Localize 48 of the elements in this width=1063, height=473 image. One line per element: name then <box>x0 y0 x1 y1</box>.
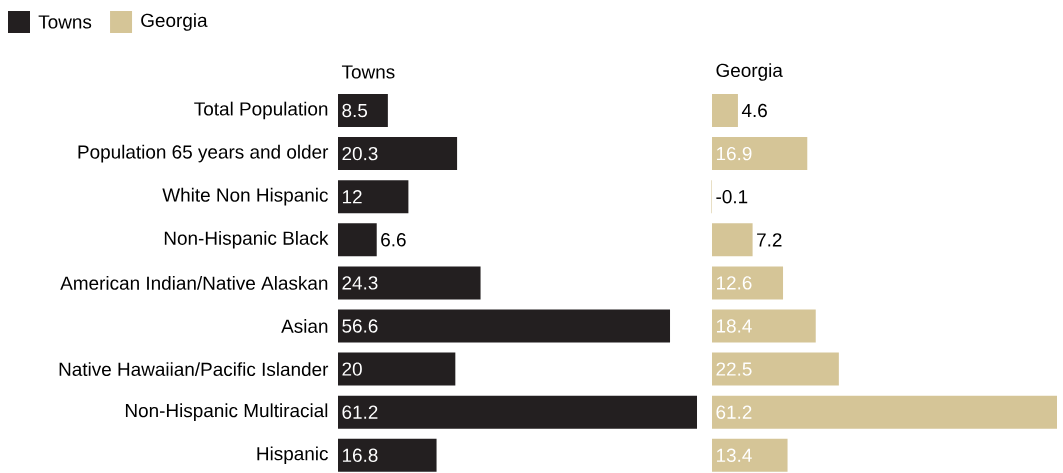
bar <box>712 266 784 300</box>
data-label: 24.3 <box>342 276 378 290</box>
data-label: -0.1 <box>716 189 748 204</box>
bar <box>712 94 738 127</box>
data-label: 12 <box>342 190 362 204</box>
legend-label: Towns <box>38 15 92 29</box>
bar <box>712 395 1058 429</box>
data-label: 13.4 <box>716 448 752 462</box>
chart-title: Georgia <box>716 63 783 81</box>
data-label: 61.2 <box>342 405 378 419</box>
chart-title: Towns <box>341 65 395 79</box>
bar <box>338 137 458 171</box>
bar <box>338 438 437 472</box>
data-label: 6.6 <box>381 233 406 247</box>
bar <box>338 266 481 300</box>
data-label: 7.2 <box>757 233 782 247</box>
data-label: 4.6 <box>741 103 767 118</box>
bar <box>338 180 409 214</box>
data-label: 22.5 <box>716 362 752 376</box>
data-label: 16.9 <box>716 146 752 161</box>
bar <box>712 352 839 386</box>
y-tick-label: American Indian/Native Alaskan <box>60 275 328 290</box>
y-tick-label: Non-Hispanic Black <box>164 230 329 249</box>
y-tick-label: White Non Hispanic <box>162 187 328 206</box>
data-label: 61.2 <box>716 405 752 419</box>
bar <box>712 137 808 171</box>
y-tick-label: Non-Hispanic Multiracial <box>125 403 328 422</box>
y-tick-label: Hispanic <box>257 446 328 465</box>
bar <box>712 309 816 343</box>
data-label: 8.5 <box>342 103 368 118</box>
bar <box>338 223 377 257</box>
data-label: 56.6 <box>342 319 378 333</box>
bar <box>712 223 753 257</box>
data-label: 18.4 <box>716 319 752 333</box>
bar <box>338 395 698 429</box>
data-label: 20 <box>342 362 362 376</box>
y-tick-label: Asian <box>281 319 328 333</box>
bar <box>338 94 388 127</box>
data-label: 16.8 <box>342 448 378 462</box>
bar <box>712 438 788 472</box>
y-tick-label: Total Population <box>194 101 328 120</box>
bar <box>338 352 456 386</box>
y-tick-label: Population 65 years and older <box>78 144 329 163</box>
legend-label: Georgia <box>141 13 208 31</box>
data-label: 20.3 <box>342 146 378 161</box>
y-tick-label: Native Hawaiian/Pacific Islander <box>59 362 329 377</box>
data-label: 12.6 <box>716 276 752 290</box>
bar <box>338 309 671 343</box>
